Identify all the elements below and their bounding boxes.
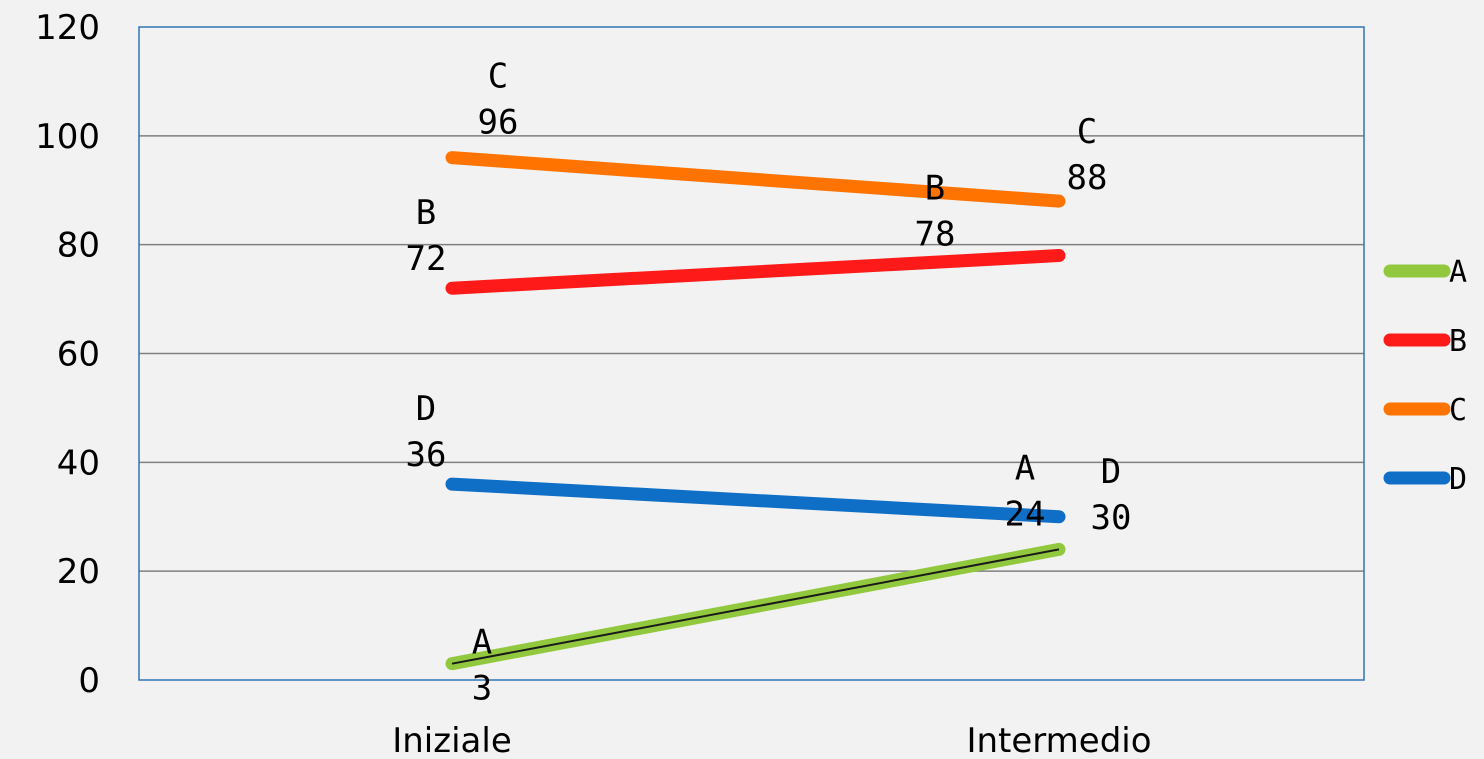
data-label-name: B xyxy=(416,193,436,233)
y-tick-label: 60 xyxy=(57,335,100,375)
data-label-value: 72 xyxy=(406,239,447,279)
x-tick-label: Iniziale xyxy=(392,721,512,759)
data-label-value: 78 xyxy=(915,215,956,255)
plot-frame xyxy=(138,26,1365,681)
data-label-name: C xyxy=(488,57,508,97)
legend-label-d: D xyxy=(1449,462,1467,497)
data-label-name: D xyxy=(1101,452,1121,492)
series-lines xyxy=(445,151,1066,671)
series-line-d xyxy=(445,477,1066,524)
data-label-name: D xyxy=(416,389,436,429)
legend-label-b: B xyxy=(1449,324,1467,359)
data-label-value: 3 xyxy=(472,669,492,709)
series-line-b xyxy=(445,249,1066,295)
data-label-name: A xyxy=(1015,448,1035,488)
y-tick-label: 100 xyxy=(35,117,100,157)
data-label-value: 88 xyxy=(1067,158,1108,198)
data-label-value: 96 xyxy=(478,103,519,143)
data-label-name: B xyxy=(925,169,945,209)
legend-label-c: C xyxy=(1449,393,1467,428)
gridlines xyxy=(139,135,1364,572)
series-line-c xyxy=(445,151,1066,208)
data-label-name: C xyxy=(1077,112,1097,152)
legend-label-a: A xyxy=(1449,255,1467,290)
y-axis-ticks: 0 20 40 60 80 100 120 xyxy=(35,8,100,701)
plot-area-border xyxy=(138,26,1365,681)
x-axis-ticks: Iniziale Intermedio xyxy=(392,721,1151,759)
y-tick-label: 20 xyxy=(57,552,100,592)
data-label-value: 30 xyxy=(1091,498,1132,538)
y-tick-label: 0 xyxy=(78,661,100,701)
data-label-value: 24 xyxy=(1005,494,1046,534)
data-label-value: 36 xyxy=(406,435,447,475)
y-tick-label: 80 xyxy=(57,226,100,266)
data-labels: A 3 A 24 B 72 B 78 C 96 C 88 D 36 D 30 xyxy=(406,57,1132,709)
data-label-name: A xyxy=(472,623,492,663)
y-tick-label: 120 xyxy=(35,8,100,48)
x-tick-label: Intermedio xyxy=(966,721,1151,759)
series-line-a-trend xyxy=(451,548,1060,665)
y-tick-label: 40 xyxy=(57,443,100,483)
